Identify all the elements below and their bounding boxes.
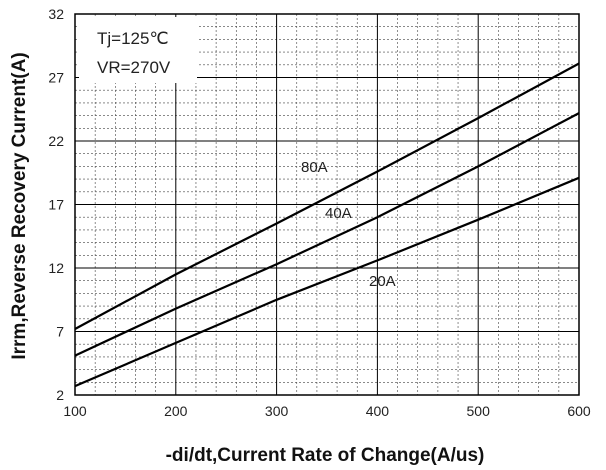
x-tick-label: 600 <box>567 403 591 419</box>
y-tick-label: 2 <box>56 387 64 403</box>
annotation-box <box>79 17 197 83</box>
y-tick-label: 17 <box>48 197 64 213</box>
y-tick-label: 7 <box>56 324 64 340</box>
y-tick-label: 27 <box>48 70 64 86</box>
y-tick-label: 22 <box>48 133 64 149</box>
vr-annotation: VR=270V <box>97 58 171 77</box>
x-tick-label: 100 <box>63 403 87 419</box>
x-tick-labels: 100 200 300 400 500 600 <box>63 403 591 419</box>
x-tick-label: 300 <box>265 403 289 419</box>
y-tick-label: 32 <box>48 6 64 22</box>
x-axis-label: -di/dt,Current Rate of Change(A/us) <box>166 445 485 466</box>
y-axis-label: Irrm,Reverse Recovery Current(A) <box>9 52 30 359</box>
x-tick-label: 500 <box>467 403 491 419</box>
x-tick-label: 400 <box>366 403 390 419</box>
plot-frame <box>74 13 580 396</box>
series-lines <box>74 62 580 388</box>
tj-annotation: Tj=125℃ <box>97 29 169 48</box>
x-tick-label: 200 <box>164 403 188 419</box>
series-line-40a <box>74 112 580 357</box>
series-label-20a: 20A <box>369 273 396 290</box>
series-label-80a: 80A <box>301 159 328 176</box>
y-tick-label: 12 <box>48 260 64 276</box>
series-line-20a <box>74 176 580 388</box>
series-line-80a <box>74 62 580 330</box>
series-label-40a: 40A <box>325 205 352 222</box>
